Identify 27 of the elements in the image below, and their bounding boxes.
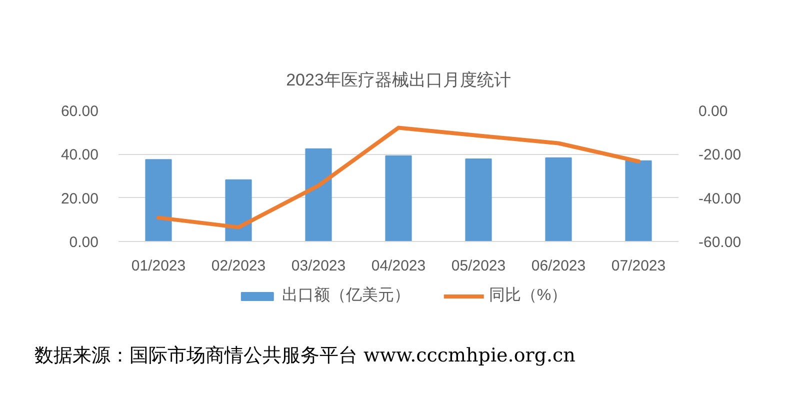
x-tick-label: 06/2023 <box>531 258 586 274</box>
source-note: 数据来源：国际市场商情公共服务平台 www.cccmhpie.org.cn <box>34 344 576 366</box>
bar <box>625 160 652 242</box>
y2-tick-label: -40.00 <box>698 190 742 208</box>
bar <box>465 158 492 242</box>
x-tick-label: 02/2023 <box>211 258 266 274</box>
y-tick-label: 40.00 <box>60 146 99 164</box>
x-tick-label: 03/2023 <box>291 258 346 274</box>
bar <box>305 148 332 242</box>
x-tick-label: 01/2023 <box>131 258 186 274</box>
y-tick-label: 60.00 <box>60 103 99 120</box>
y-tick-label: 0.00 <box>69 234 99 251</box>
bar <box>545 157 572 242</box>
legend-label: 出口额（亿美元） <box>282 286 410 306</box>
y-tick-label: 20.00 <box>60 190 99 208</box>
bar <box>145 159 172 242</box>
y2-tick-label: -20.00 <box>698 146 742 164</box>
bar <box>225 179 252 242</box>
x-tick-label: 05/2023 <box>451 258 506 274</box>
y2-tick-label: 0.00 <box>698 103 728 120</box>
y2-tick-label: -60.00 <box>698 234 742 251</box>
x-tick-label: 07/2023 <box>611 258 666 274</box>
x-tick-label: 04/2023 <box>371 258 426 274</box>
chart-title: 2023年医疗器械出口月度统计 <box>286 70 511 90</box>
legend-label: 同比（%） <box>488 286 568 306</box>
bar <box>385 155 412 242</box>
line-series <box>156 126 640 230</box>
